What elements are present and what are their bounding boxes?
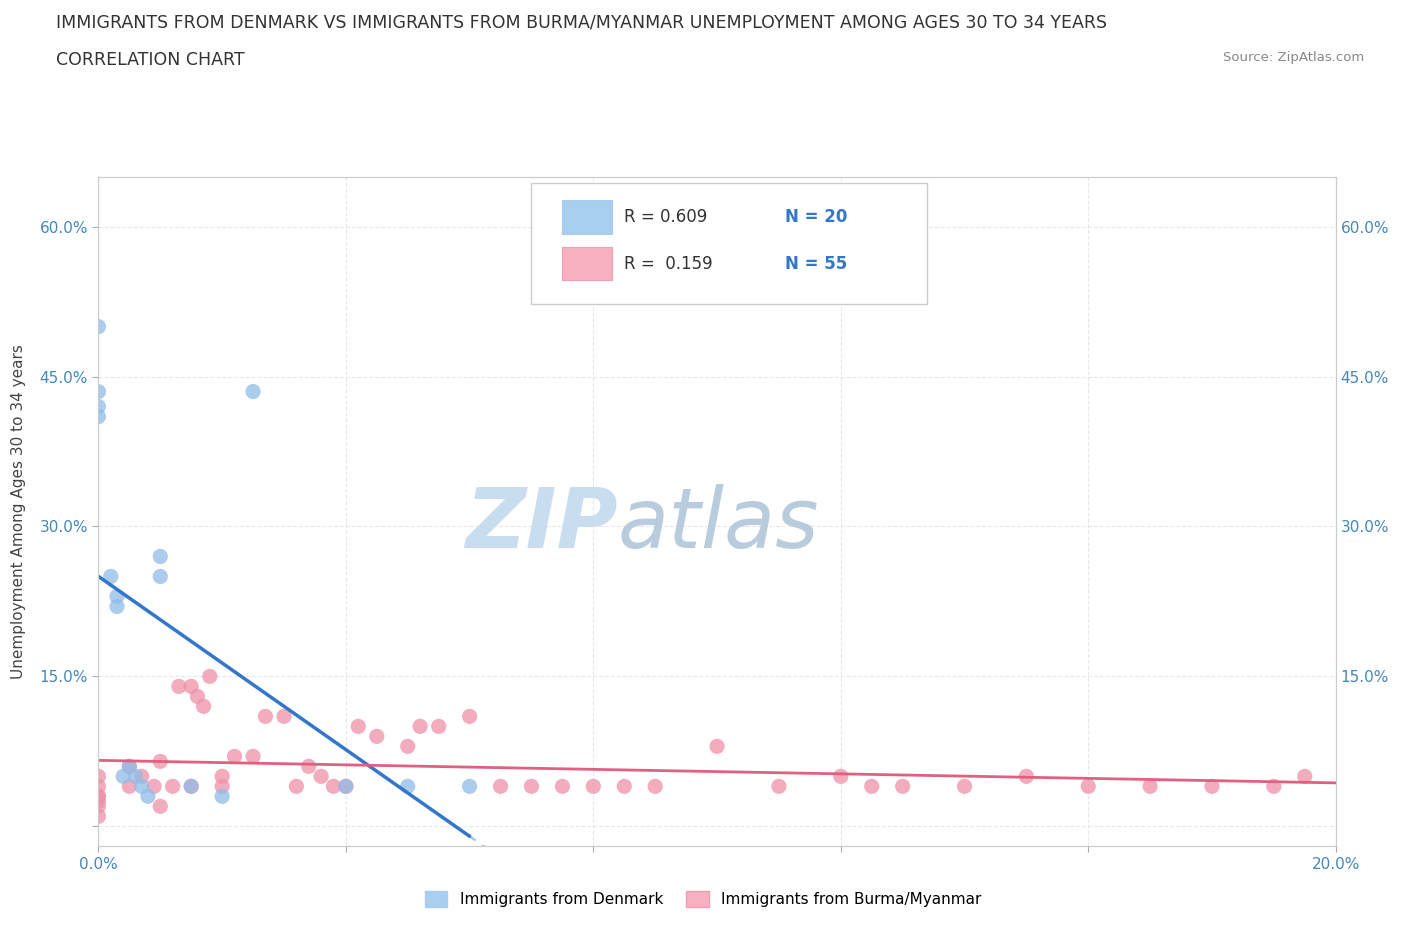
Point [87,809,110,824]
Point [1015,769,1038,784]
Point [335,779,357,794]
Point [87,799,110,814]
Point [198,669,221,684]
Point [224,749,246,764]
Point [285,779,308,794]
Text: R = 0.609: R = 0.609 [624,208,707,226]
Point [706,739,728,754]
Point [180,679,202,694]
Point [1201,779,1223,794]
Point [322,779,344,794]
Point [87,779,110,794]
Point [613,779,636,794]
Point [582,779,605,794]
Point [124,769,146,784]
FancyBboxPatch shape [562,247,612,281]
Point [458,709,481,724]
Point [298,759,321,774]
Point [396,739,419,754]
Point [242,749,264,764]
Point [105,589,128,604]
Point [100,569,122,584]
Point [953,779,976,794]
Point [1139,779,1161,794]
Point [87,319,110,334]
Point [520,779,543,794]
Point [105,599,128,614]
Point [1077,779,1099,794]
Point [644,779,666,794]
Point [112,769,135,784]
Point [149,549,172,564]
Point [186,689,208,704]
Legend: Immigrants from Denmark, Immigrants from Burma/Myanmar: Immigrants from Denmark, Immigrants from… [419,884,987,913]
FancyBboxPatch shape [562,200,612,233]
Point [87,769,110,784]
Y-axis label: Unemployment Among Ages 30 to 34 years: Unemployment Among Ages 30 to 34 years [11,344,25,679]
Point [131,769,153,784]
Point [489,779,512,794]
Point [242,384,264,399]
Point [254,709,277,724]
Point [1263,779,1285,794]
Point [551,779,574,794]
Point [193,699,215,714]
Point [366,729,388,744]
Point [87,789,110,804]
Point [309,769,332,784]
Point [180,779,202,794]
Point [136,789,159,804]
Point [273,709,295,724]
Point [118,759,141,774]
Point [167,679,190,694]
Point [118,759,141,774]
Point [143,779,166,794]
FancyBboxPatch shape [531,183,928,304]
Point [396,779,419,794]
Point [1294,769,1316,784]
Point [118,779,141,794]
Point [149,754,172,769]
Point [87,399,110,414]
Point [87,794,110,809]
Point [87,409,110,424]
Point [87,789,110,804]
Text: N = 55: N = 55 [785,255,848,272]
Point [458,779,481,794]
Text: atlas: atlas [619,485,820,565]
Point [409,719,432,734]
Text: IMMIGRANTS FROM DENMARK VS IMMIGRANTS FROM BURMA/MYANMAR UNEMPLOYMENT AMONG AGES: IMMIGRANTS FROM DENMARK VS IMMIGRANTS FR… [56,14,1108,32]
Point [131,779,153,794]
Text: CORRELATION CHART: CORRELATION CHART [56,51,245,69]
Text: ZIP: ZIP [465,485,619,565]
Point [427,719,450,734]
Text: Source: ZipAtlas.com: Source: ZipAtlas.com [1223,51,1364,64]
Point [149,799,172,814]
Point [211,789,233,804]
Point [211,779,233,794]
Point [149,569,172,584]
Text: R =  0.159: R = 0.159 [624,255,713,272]
Point [87,384,110,399]
Point [768,779,790,794]
Point [347,719,370,734]
Point [830,769,852,784]
Point [860,779,883,794]
Text: N = 20: N = 20 [785,208,848,226]
Point [162,779,184,794]
Point [891,779,914,794]
Point [180,779,202,794]
Point [335,779,357,794]
Point [211,769,233,784]
